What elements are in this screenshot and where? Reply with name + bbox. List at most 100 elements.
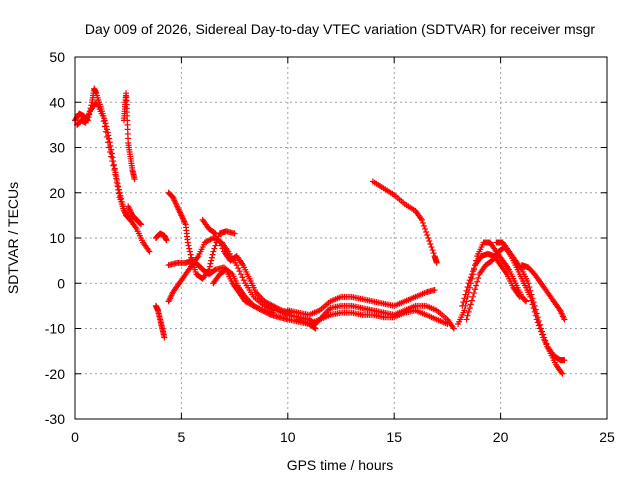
- axes: 0 5 10 15 20 25 -30 -20 -10 0 10 20 30 40 50: [45, 49, 615, 445]
- data-point: [208, 254, 215, 261]
- data-point: [542, 337, 549, 344]
- data-point: [531, 302, 538, 309]
- data-point: [236, 268, 243, 275]
- data-point: [219, 245, 226, 252]
- data-point: [231, 230, 238, 237]
- data-point: [429, 247, 436, 254]
- chart-title: Day 009 of 2026, Sidereal Day-to-day VTE…: [85, 21, 595, 37]
- data-point: [468, 271, 475, 278]
- x-tick-label: 10: [280, 429, 296, 445]
- data-point: [528, 291, 535, 298]
- data-point: [211, 229, 218, 236]
- data-point: [215, 236, 222, 243]
- data-point: [102, 128, 109, 135]
- y-tick-label: 10: [49, 230, 65, 246]
- y-tick-label: 0: [57, 275, 65, 291]
- data-point: [463, 287, 470, 294]
- data-point: [107, 149, 114, 156]
- data-marks: [72, 85, 568, 377]
- data-point: [110, 162, 117, 169]
- data-point: [530, 299, 537, 306]
- data-point: [239, 274, 246, 281]
- data-point: [146, 248, 153, 255]
- data-point: [466, 277, 473, 284]
- data-point: [425, 235, 432, 241]
- data-point: [541, 334, 548, 341]
- data-point: [475, 274, 482, 281]
- data-point: [516, 293, 523, 300]
- data-point: [525, 280, 532, 287]
- data-point: [465, 308, 472, 315]
- data-point: [464, 284, 471, 291]
- data-point: [431, 287, 438, 294]
- x-tick-label: 5: [178, 429, 186, 445]
- data-point: [561, 357, 568, 364]
- x-tick-label: 15: [386, 429, 402, 445]
- data-point: [109, 158, 116, 165]
- data-point: [535, 317, 542, 324]
- data-point: [423, 228, 430, 235]
- data-point: [559, 370, 566, 377]
- data-point: [187, 251, 194, 258]
- series-track-06: [152, 302, 168, 341]
- data-point: [419, 219, 426, 226]
- data-point: [206, 263, 213, 270]
- data-point: [471, 290, 477, 297]
- data-point: [237, 271, 244, 278]
- data-point: [161, 334, 168, 341]
- data-point: [462, 291, 469, 298]
- data-point: [99, 112, 106, 119]
- data-point: [113, 175, 120, 182]
- data-point: [464, 312, 471, 319]
- x-tick-label: 0: [71, 429, 79, 445]
- data-point: [137, 220, 144, 227]
- data-point: [534, 314, 541, 321]
- data-point: [101, 117, 108, 124]
- data-point: [459, 302, 466, 309]
- data-point: [461, 307, 468, 314]
- series-track-05: [152, 230, 170, 244]
- y-tick-label: -20: [45, 366, 65, 382]
- data-point: [433, 259, 440, 266]
- y-tick-label: -30: [45, 411, 65, 427]
- data-point: [240, 277, 247, 284]
- data-point: [424, 231, 431, 238]
- data-point: [104, 139, 111, 146]
- data-point: [463, 298, 470, 305]
- data-point: [103, 133, 110, 140]
- data-point: [422, 225, 429, 232]
- data-point: [527, 287, 534, 294]
- data-point: [522, 297, 529, 304]
- data-point: [533, 310, 540, 317]
- data-point: [111, 167, 118, 174]
- data-point: [473, 282, 480, 289]
- data-point: [108, 153, 115, 160]
- y-axis-label: SDTVAR / TECUs: [5, 182, 21, 294]
- data-point: [538, 325, 545, 332]
- data-point: [561, 316, 568, 323]
- data-point: [115, 190, 122, 197]
- data-point: [207, 260, 214, 267]
- data-point: [111, 161, 118, 168]
- data-point: [539, 328, 546, 335]
- data-point: [536, 321, 543, 328]
- data-point: [209, 251, 216, 258]
- data-point: [474, 278, 481, 285]
- x-axis-label: GPS time / hours: [287, 457, 394, 473]
- data-point: [461, 295, 468, 302]
- series-track-11: [210, 266, 319, 332]
- grid-layer: [75, 57, 607, 419]
- data-point: [460, 299, 467, 306]
- data-point: [218, 242, 225, 249]
- data-point: [211, 245, 218, 252]
- data-point: [233, 262, 240, 269]
- data-point: [471, 265, 477, 272]
- data-point: [540, 331, 547, 338]
- data-point: [463, 316, 470, 323]
- series-track-02: [74, 99, 153, 255]
- data-point: [529, 295, 536, 302]
- data-point: [465, 280, 472, 287]
- data-point: [115, 186, 122, 193]
- series-track-03: [120, 90, 138, 183]
